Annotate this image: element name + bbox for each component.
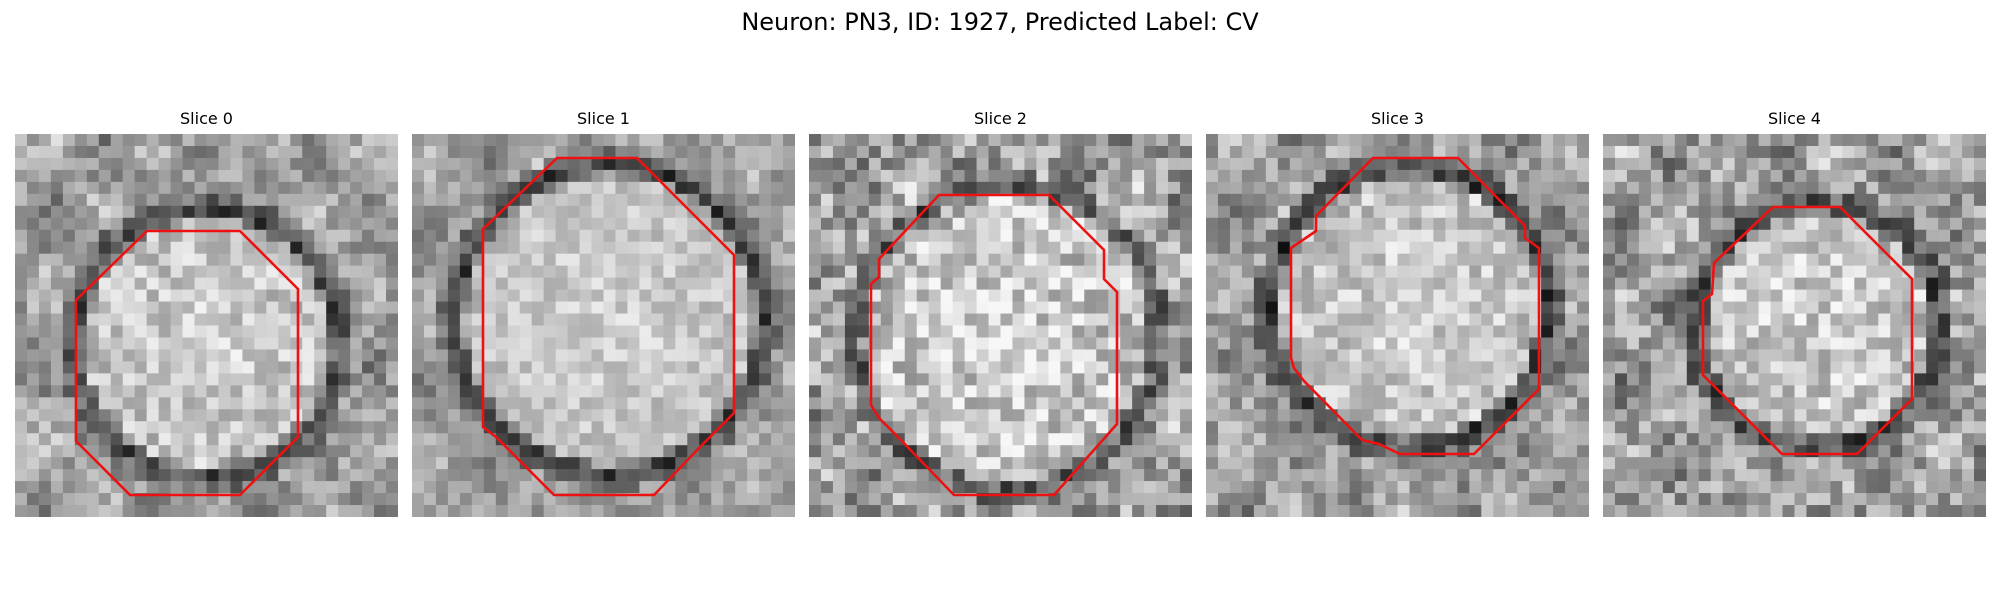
segmentation-contour-1 [481,156,736,497]
slice-pixels-4 [1603,134,1986,517]
segmentation-contour-0 [74,229,300,497]
figure-title: Neuron: PN3, ID: 1927, Predicted Label: … [741,8,1259,36]
slice-panel-3: Slice 3 [1206,108,1589,520]
slice-pixels-3 [1206,134,1589,517]
slice-title-4: Slice 4 [1768,109,1821,128]
slice-pixels-1 [412,134,795,517]
slice-pixels-2 [809,134,1192,517]
segmentation-contour-4 [1701,205,1914,456]
slice-image-1 [412,134,795,517]
slice-image-2 [809,134,1192,517]
slice-panel-4: Slice 4 [1603,108,1986,520]
slice-title-0: Slice 0 [180,109,233,128]
segmentation-contour-3 [1289,156,1541,456]
slice-image-4 [1603,134,1986,517]
slice-title-3: Slice 3 [1371,109,1424,128]
segmentation-contour-2 [869,193,1119,497]
slice-panel-1: Slice 1 [412,108,795,520]
slice-panel-0: Slice 0 [15,108,398,520]
slice-pixels-0 [15,134,398,517]
slice-panel-2: Slice 2 [809,108,1192,520]
slice-title-2: Slice 2 [974,109,1027,128]
slice-title-1: Slice 1 [577,109,630,128]
slice-image-3 [1206,134,1589,517]
slice-image-0 [15,134,398,517]
